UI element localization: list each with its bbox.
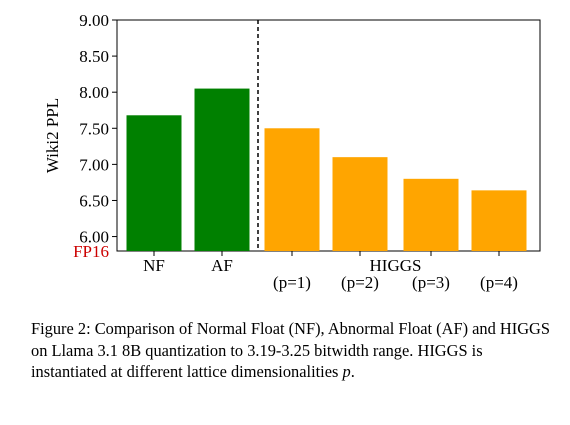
bar-nf bbox=[126, 115, 182, 251]
bar-p3 bbox=[403, 178, 459, 251]
y-tick-label: 9.00 bbox=[79, 11, 109, 30]
y-tick-label: 6.00 bbox=[79, 228, 109, 247]
x-tick-label: AF bbox=[211, 256, 233, 275]
figure-caption: Figure 2: Comparison of Normal Float (NF… bbox=[31, 318, 551, 383]
group-label-higgs: HIGGS bbox=[370, 256, 422, 275]
bar-af bbox=[194, 88, 250, 251]
bar-p2 bbox=[332, 157, 388, 251]
y-tick-label: 7.00 bbox=[79, 155, 109, 174]
y-axis-label: Wiki2 PPL bbox=[43, 98, 62, 173]
plot-frame bbox=[116, 19, 541, 252]
bar-p4 bbox=[471, 190, 527, 251]
y-tick-label: 6.50 bbox=[79, 191, 109, 210]
x-tick-label: (p=4) bbox=[480, 273, 518, 292]
baseline-label: FP16 bbox=[73, 242, 109, 261]
y-tick-label: 7.50 bbox=[79, 119, 109, 138]
caption-text: Figure 2: Comparison of Normal Float (NF… bbox=[31, 319, 550, 381]
x-tick-label: (p=3) bbox=[412, 273, 450, 292]
y-tick-label: 8.50 bbox=[79, 47, 109, 66]
x-tick-label: (p=2) bbox=[341, 273, 379, 292]
x-tick-label: NF bbox=[143, 256, 165, 275]
caption-variable: p bbox=[342, 362, 351, 381]
chart-bars bbox=[126, 88, 527, 251]
caption-end: . bbox=[350, 362, 355, 381]
x-tick-label: (p=1) bbox=[273, 273, 311, 292]
chart-axes bbox=[112, 19, 541, 256]
bar-p1 bbox=[264, 128, 320, 251]
y-tick-label: 8.00 bbox=[79, 83, 109, 102]
